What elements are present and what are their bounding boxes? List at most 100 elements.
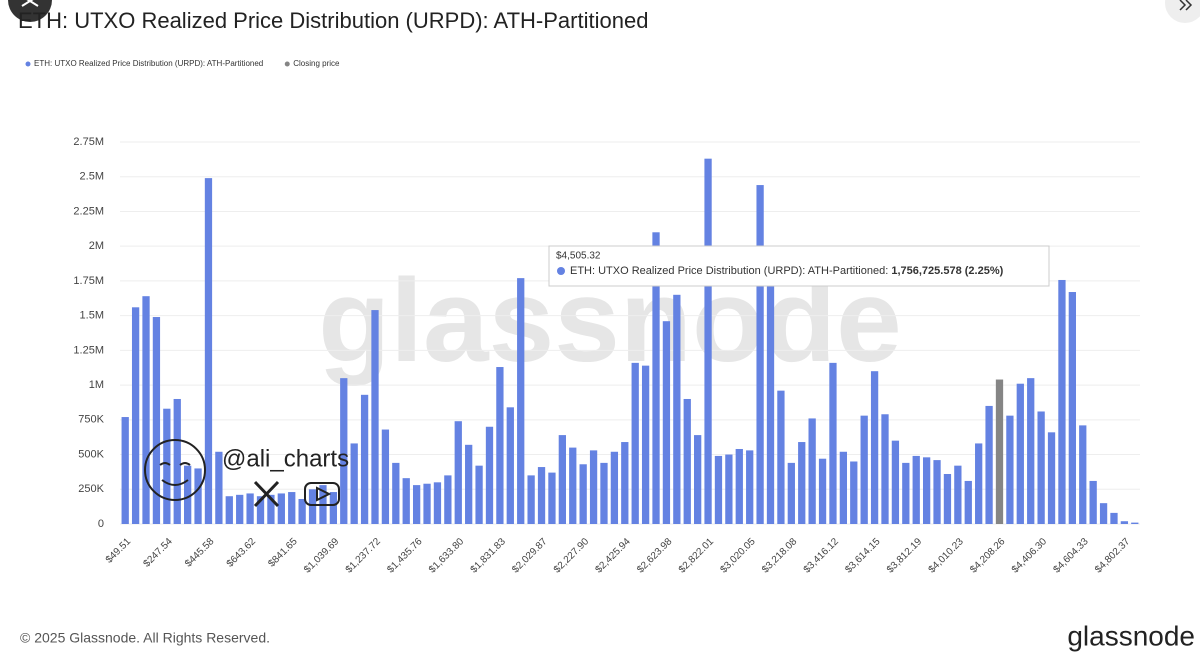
- x-tick-label: $247.54: [141, 536, 175, 570]
- bar: [517, 278, 525, 524]
- bar: [943, 473, 952, 524]
- youtube-icon: [304, 482, 340, 506]
- y-tick-label: 1.25M: [73, 344, 104, 356]
- bar: [1131, 522, 1139, 524]
- bar: [746, 450, 754, 524]
- bar: [839, 451, 848, 524]
- bar: [662, 321, 671, 524]
- bar: [683, 398, 691, 524]
- bar: [173, 398, 181, 524]
- bar: [870, 371, 879, 524]
- y-tick-label: 2.5M: [80, 171, 104, 183]
- bar: [1120, 521, 1129, 524]
- author-badge: @ali_charts: [144, 439, 349, 508]
- next-icon: [1179, 0, 1193, 11]
- bar: [589, 450, 598, 524]
- bar: [256, 496, 265, 524]
- legend: ETH: UTXO Realized Price Distribution (U…: [25, 59, 340, 68]
- bar: [308, 489, 317, 524]
- bar: [392, 462, 400, 524]
- bar: [704, 158, 712, 524]
- x-tick-label: $2,425.94: [594, 536, 634, 576]
- bar: [777, 390, 785, 524]
- bar: [402, 478, 410, 524]
- author-handle: @ali_charts: [222, 445, 349, 472]
- legend-marker: [284, 61, 290, 67]
- bar: [152, 317, 161, 524]
- bar: [371, 310, 379, 524]
- y-tick-label: 2.25M: [73, 205, 104, 217]
- tooltip-box: [548, 245, 1050, 287]
- x-tick-label: $2,029.87: [510, 536, 550, 576]
- x-tick-label: $1,237.72: [344, 536, 384, 576]
- x-tick-label: $4,010.23: [927, 536, 967, 576]
- bar: [121, 417, 129, 524]
- bar: [1058, 279, 1066, 524]
- x-icon: [253, 480, 280, 508]
- bar: [423, 483, 431, 524]
- bar: [236, 494, 244, 524]
- bar: [600, 462, 608, 524]
- bar: [641, 365, 650, 524]
- bar: [735, 448, 743, 524]
- bar: [808, 418, 816, 524]
- chart-title: ETH: UTXO Realized Price Distribution (U…: [18, 8, 648, 33]
- bar: [381, 429, 390, 524]
- bar: [131, 307, 140, 524]
- bar: [412, 485, 421, 524]
- footer: © 2025 Glassnode. All Rights Reserved.: [20, 630, 270, 646]
- bar: [725, 454, 733, 524]
- x-tick-label: $4,208.26: [968, 536, 1008, 576]
- bar: [579, 464, 587, 524]
- x-tick-label: $1,039.69: [302, 536, 342, 576]
- bar: [912, 455, 920, 524]
- bar: [621, 442, 629, 524]
- legend-label: ETH: UTXO Realized Price Distribution (U…: [34, 59, 263, 68]
- bar: [340, 378, 348, 524]
- logo: glassnode: [1067, 620, 1195, 651]
- bar: [995, 379, 1004, 524]
- bar: [360, 394, 369, 524]
- bar: [954, 465, 962, 524]
- x-tick-label: $4,604.33: [1051, 536, 1091, 576]
- bar: [527, 475, 535, 524]
- x-tick-label: $3,218.08: [760, 536, 800, 576]
- x-tick-label: $1,633.80: [427, 536, 467, 576]
- tooltip-series-name: ETH: UTXO Realized Price Distribution (U…: [570, 265, 888, 277]
- bar: [798, 442, 806, 524]
- y-tick-label: 0: [98, 518, 104, 530]
- bar: [1099, 503, 1108, 524]
- legend-label: Closing price: [293, 59, 340, 68]
- bar: [184, 465, 192, 524]
- x-tick-label: $4,406.30: [1010, 536, 1050, 576]
- bar: [215, 451, 223, 524]
- bar: [818, 458, 827, 524]
- x-tick-label: $2,822.01: [677, 536, 717, 576]
- bar: [194, 468, 202, 524]
- bar: [964, 480, 972, 524]
- tooltip-title: $4,505.32: [556, 251, 601, 262]
- bar: [673, 294, 681, 524]
- bar: [350, 443, 358, 524]
- bar: [329, 492, 338, 524]
- bar: [652, 232, 660, 525]
- bar: [1037, 411, 1045, 524]
- bar: [475, 465, 483, 524]
- x-tick-label: $3,812.19: [885, 536, 925, 576]
- bar: [631, 362, 639, 524]
- bar: [506, 407, 514, 524]
- bar: [548, 472, 556, 524]
- bar: [485, 426, 494, 524]
- close-button[interactable]: [8, 0, 52, 22]
- x-tick-label: $2,623.98: [635, 536, 675, 576]
- close-icon: [21, 0, 39, 7]
- y-tick-label: 500K: [78, 448, 104, 460]
- y-tick-label: 750K: [78, 414, 104, 426]
- y-tick-label: 1.5M: [80, 310, 104, 322]
- plot: 0 250K 500K 750K 1M 1.25M 1.5M 1.75M 2M 2.25M 2.5M…: [73, 136, 1140, 576]
- x-tick-label: $3,020.05: [718, 536, 758, 576]
- bar: [496, 367, 504, 524]
- bar: [465, 444, 473, 524]
- x-tick-label: $4,802.37: [1093, 536, 1133, 576]
